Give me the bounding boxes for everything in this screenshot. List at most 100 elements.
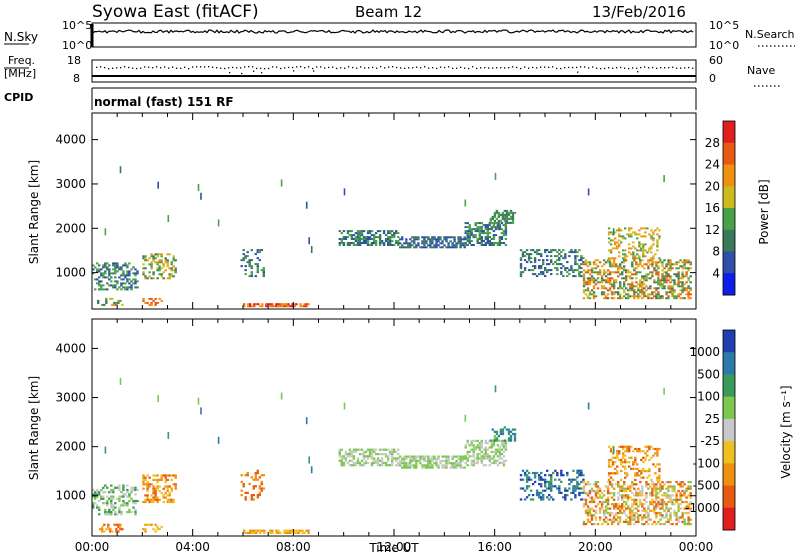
- echo-cell: [651, 265, 654, 268]
- echo-cell: [338, 244, 341, 246]
- echo-cell: [654, 253, 657, 256]
- echo-cell: [112, 268, 115, 271]
- echo-cell: [621, 507, 624, 510]
- echo-cell: [258, 485, 261, 488]
- echo-cell: [519, 271, 523, 274]
- echo-cell: [529, 257, 533, 260]
- echo-cell: [128, 272, 131, 275]
- echo-cell: [168, 494, 171, 497]
- echo-cell: [606, 518, 610, 521]
- echo-cell: [468, 228, 471, 231]
- echo-cell: [659, 285, 662, 288]
- echo-cell: [258, 259, 261, 262]
- echo-cell: [134, 493, 137, 496]
- echo-cell: [620, 445, 623, 448]
- echo-cell: [252, 478, 255, 481]
- echo-cell: [609, 447, 613, 451]
- echo-cell: [158, 478, 161, 481]
- echo-cell: [409, 457, 412, 460]
- echo-cell: [657, 295, 660, 298]
- echo-cell: [671, 263, 674, 266]
- echo-cell: [340, 238, 343, 240]
- echo-cell: [627, 289, 630, 292]
- echo-cell: [502, 455, 506, 458]
- echo-cell: [584, 271, 588, 274]
- echo-cell: [639, 279, 642, 282]
- echo-cell: [511, 432, 515, 436]
- echo-cell: [687, 518, 690, 521]
- echo-cell: [120, 511, 123, 514]
- echo-cell: [574, 494, 577, 497]
- echo-cell: [639, 281, 642, 284]
- echo-cell: [574, 269, 577, 272]
- echo-cell: [637, 289, 640, 292]
- echo-cell: [148, 483, 151, 486]
- echo-cell: [474, 448, 477, 451]
- echo-cell: [242, 485, 245, 488]
- echo-cell: [590, 289, 594, 292]
- echo-cell: [154, 257, 157, 260]
- echo-cell: [606, 269, 610, 272]
- echo-cell: [626, 255, 629, 258]
- echo-cell: [486, 448, 489, 451]
- echo-cell: [629, 485, 632, 488]
- echo-cell: [507, 430, 511, 433]
- echo-cell: [586, 271, 590, 274]
- echo-cell: [126, 288, 129, 291]
- echo-cell: [395, 459, 398, 462]
- nave-dot: [672, 66, 674, 68]
- echo-cell: [489, 439, 492, 442]
- echo-cell: [391, 450, 394, 453]
- echo-cell: [588, 483, 592, 486]
- echo-cell: [168, 485, 171, 488]
- echo-cell: [631, 281, 634, 284]
- echo-cell: [546, 480, 549, 483]
- nave-dot: [296, 66, 298, 68]
- echo-cell: [128, 282, 131, 285]
- echo-cell: [115, 303, 118, 306]
- echo-cell: [619, 263, 622, 266]
- echo-cell: [570, 267, 573, 270]
- echo-cell: [667, 509, 670, 512]
- echo-cell: [576, 471, 579, 475]
- echo-cell: [154, 494, 157, 497]
- echo-cell: [620, 235, 623, 238]
- y-tick-label: 2000: [55, 221, 86, 235]
- echo-cell: [558, 489, 561, 492]
- echo-cell: [592, 293, 596, 296]
- echo-cell: [677, 516, 680, 519]
- echo-cell: [639, 514, 642, 517]
- echo-cell: [649, 271, 652, 274]
- echo-cell: [630, 247, 633, 250]
- echo-cell: [655, 514, 658, 517]
- echo-cell: [646, 450, 649, 453]
- nave-dot: [316, 66, 318, 68]
- echo-cell: [108, 270, 111, 273]
- echo-cell: [586, 277, 590, 280]
- echo-cell: [606, 489, 610, 493]
- echo-cell: [594, 279, 598, 282]
- echo-cell: [461, 457, 464, 460]
- echo-cell: [632, 463, 635, 466]
- nave-dot: [112, 67, 114, 69]
- echo-cell: [628, 235, 631, 238]
- echo-cell: [556, 255, 559, 258]
- echo-cell: [256, 267, 259, 270]
- echo-cell: [649, 503, 652, 506]
- echo-cell: [635, 271, 638, 274]
- echo-cell: [378, 230, 382, 233]
- echo-cell: [415, 457, 418, 460]
- echo-cell: [431, 455, 434, 458]
- echo-cell: [663, 287, 666, 290]
- echo-cell: [619, 520, 622, 523]
- echo-cell: [671, 287, 674, 290]
- echo-cell: [687, 261, 690, 264]
- nave-dot: [344, 67, 346, 69]
- echo-cell: [667, 259, 670, 262]
- echo-cell: [649, 277, 652, 280]
- echo-cell: [619, 494, 622, 497]
- echo-cell: [572, 269, 575, 272]
- echo-cell: [421, 246, 424, 249]
- echo-cell: [429, 244, 432, 247]
- echo-cell: [493, 219, 497, 222]
